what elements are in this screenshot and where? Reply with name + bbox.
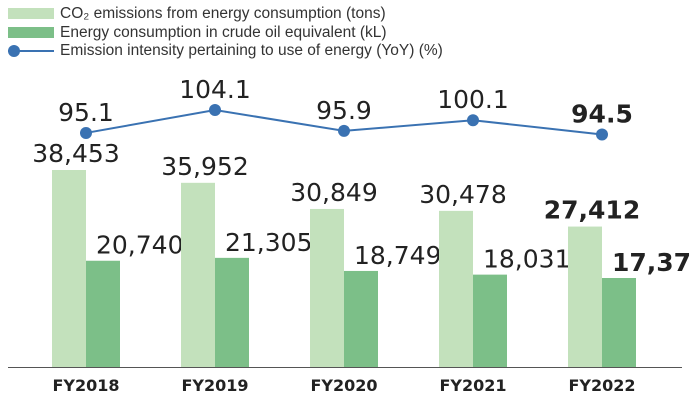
data-label-co2-FY2022: 27,412 — [544, 196, 640, 225]
intensity-label-FY2021: 100.1 — [437, 85, 509, 114]
legend-label-co2: CO₂ emissions from energy consumption (t… — [60, 5, 386, 22]
legend-label-intensity: Emission intensity pertaining to use of … — [60, 42, 443, 59]
intensity-label-FY2018: 95.1 — [58, 98, 114, 127]
tick-label-FY2022: FY2022 — [568, 376, 635, 395]
data-label-co2-FY2019: 35,952 — [161, 152, 248, 181]
intensity-point-FY2020 — [338, 124, 350, 137]
legend-item-energy: Energy consumption in crude oil equivale… — [0, 24, 460, 42]
legend-item-co2: CO₂ emissions from energy consumption (t… — [0, 5, 460, 23]
bar-energy-FY2018 — [86, 260, 120, 367]
tick-label-FY2018: FY2018 — [52, 376, 119, 395]
data-label-energy-FY2022: 17,373 — [612, 248, 690, 277]
data-label-energy-FY2018: 20,740 — [96, 231, 183, 260]
bar-energy-FY2020 — [344, 270, 378, 367]
bar-co2-FY2019 — [181, 182, 215, 367]
bar-co2-FY2020 — [310, 208, 344, 367]
bar-energy-FY2019 — [215, 257, 249, 367]
data-label-energy-FY2021: 18,031 — [483, 245, 570, 274]
bar-energy-FY2022 — [602, 277, 636, 367]
tick-label-FY2019: FY2019 — [181, 376, 248, 395]
intensity-point-FY2019 — [209, 104, 221, 116]
legend-label-energy: Energy consumption in crude oil equivale… — [60, 24, 387, 41]
legend-swatch-intensity-line — [8, 50, 54, 52]
legend-swatch-co2 — [8, 8, 54, 19]
bar-co2-FY2022 — [568, 226, 602, 367]
intensity-point-FY2018 — [80, 126, 92, 139]
intensity-point-FY2022 — [596, 128, 608, 141]
data-label-co2-FY2018: 38,453 — [32, 139, 119, 168]
intensity-point-FY2021 — [467, 114, 479, 127]
legend-swatch-intensity-dot — [8, 45, 20, 57]
bar-co2-FY2018 — [52, 170, 86, 367]
intensity-label-FY2019: 104.1 — [179, 75, 251, 104]
bar-co2-FY2021 — [439, 210, 473, 367]
intensity-label-FY2020: 95.9 — [316, 96, 372, 125]
data-label-co2-FY2021: 30,478 — [419, 180, 506, 209]
legend-item-intensity: Emission intensity pertaining to use of … — [0, 42, 460, 60]
bar-energy-FY2021 — [473, 274, 507, 367]
intensity-label-FY2022: 94.5 — [571, 99, 633, 128]
tick-label-FY2021: FY2021 — [439, 376, 506, 395]
data-label-energy-FY2020: 18,749 — [354, 241, 441, 270]
data-label-co2-FY2020: 30,849 — [290, 178, 377, 207]
legend-swatch-energy — [8, 27, 54, 38]
data-label-energy-FY2019: 21,305 — [225, 228, 312, 257]
tick-label-FY2020: FY2020 — [310, 376, 377, 395]
